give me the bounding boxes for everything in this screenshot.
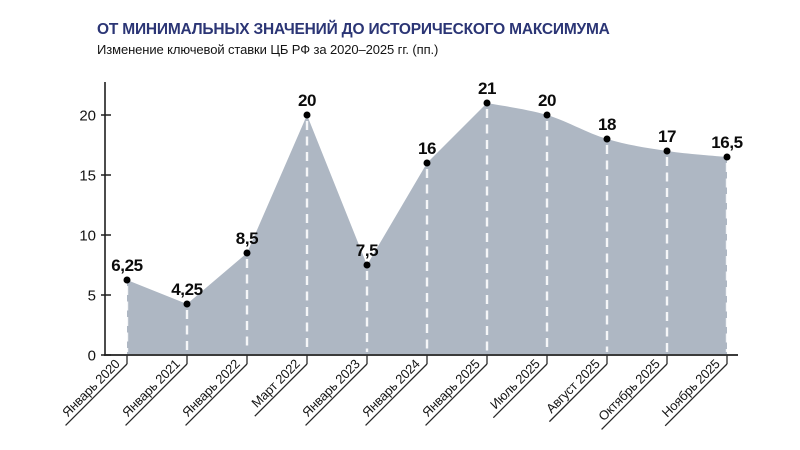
point-value-label-10: 16,5 <box>711 133 743 152</box>
y-tick-label-10: 10 <box>79 228 96 245</box>
x-label-group-3: Март 2022 <box>248 356 308 417</box>
point-dot-2 <box>243 249 251 257</box>
point-dot-10 <box>723 153 731 161</box>
x-tick-label-2: Январь 2022 <box>179 356 243 420</box>
x-label-underline-6 <box>425 363 488 426</box>
x-label-underline-1 <box>125 363 188 426</box>
point-value-label-8: 18 <box>598 115 616 134</box>
point-value-label-9: 17 <box>658 127 676 146</box>
x-label-group-1: Январь 2021 <box>119 356 188 426</box>
x-tick-label-6: Январь 2025 <box>419 356 483 420</box>
point-dot-1 <box>183 300 191 308</box>
point-value-label-4: 7,5 <box>356 241 378 260</box>
y-tick-label-20: 20 <box>79 108 96 125</box>
x-label-group-9: Октябрь 2025 <box>595 356 668 430</box>
x-label-underline-5 <box>365 363 428 426</box>
x-label-group-2: Январь 2022 <box>179 356 248 426</box>
point-dot-4 <box>363 261 371 269</box>
x-label-underline-4 <box>305 363 368 426</box>
x-tick-label-1: Январь 2021 <box>119 356 183 420</box>
x-label-underline-7 <box>492 363 548 419</box>
chart-title: ОТ МИНИМАЛЬНЫХ ЗНАЧЕНИЙ ДО ИСТОРИЧЕСКОГО… <box>97 21 610 38</box>
point-value-label-5: 16 <box>418 139 436 158</box>
point-dot-0 <box>123 276 131 284</box>
x-label-group-6: Январь 2025 <box>419 356 488 426</box>
chart-header: ОТ МИНИМАЛЬНЫХ ЗНАЧЕНИЙ ДО ИСТОРИЧЕСКОГО… <box>97 21 610 58</box>
point-value-label-6: 21 <box>478 79 496 98</box>
point-dot-5 <box>423 159 431 167</box>
point-value-label-3: 20 <box>298 91 316 110</box>
point-dot-9 <box>663 147 671 155</box>
point-dot-6 <box>483 99 491 107</box>
x-label-group-7: Июль 2025 <box>487 356 548 419</box>
point-value-label-2: 8,5 <box>236 229 258 248</box>
x-label-group-5: Январь 2024 <box>359 356 428 426</box>
chart-subtitle: Изменение ключевой ставки ЦБ РФ за 2020–… <box>97 42 439 57</box>
x-label-underline-8 <box>548 363 608 423</box>
rate-area-shape <box>127 103 727 354</box>
x-label-group-4: Январь 2023 <box>299 356 368 426</box>
x-label-underline-2 <box>185 363 248 426</box>
y-tick-label-0: 0 <box>88 348 96 365</box>
point-dot-3 <box>303 111 311 119</box>
x-tick-label-3: Март 2022 <box>248 356 302 410</box>
point-value-label-7: 20 <box>538 91 556 110</box>
x-label-underline-10 <box>664 363 728 427</box>
point-value-label-1: 4,25 <box>171 280 203 299</box>
x-tick-label-5: Январь 2024 <box>359 356 423 420</box>
x-tick-label-10: Ноябрь 2025 <box>659 356 723 420</box>
x-label-underline-9 <box>601 363 668 430</box>
y-tick-label-15: 15 <box>79 168 96 185</box>
point-dot-7 <box>543 111 551 119</box>
x-label-underline-3 <box>254 363 308 417</box>
point-dot-8 <box>603 135 611 143</box>
x-tick-label-7: Июль 2025 <box>487 356 543 412</box>
x-tick-label-4: Январь 2023 <box>299 356 363 420</box>
point-value-label-0: 6,25 <box>111 256 143 275</box>
x-tick-label-0: Январь 2020 <box>59 356 123 420</box>
x-tick-label-8: Август 2025 <box>543 356 603 416</box>
x-label-group-10: Ноябрь 2025 <box>659 356 728 427</box>
x-label-underline-0 <box>65 363 128 426</box>
y-tick-label-5: 5 <box>88 288 96 305</box>
